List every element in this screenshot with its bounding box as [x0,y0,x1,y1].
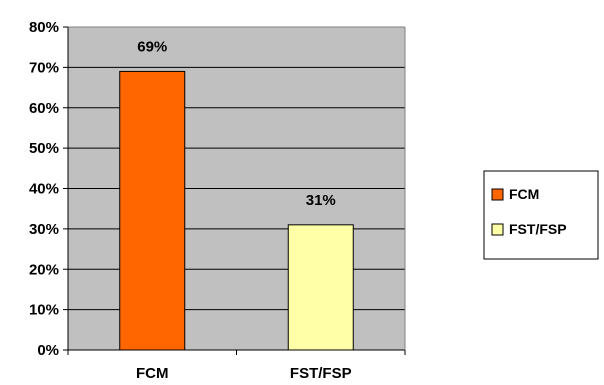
y-tick-label: 60% [29,100,59,117]
legend-label-fcm: FCM [509,186,539,202]
y-tick-label: 70% [29,59,59,76]
legend-swatch-fcm [491,188,504,201]
data-labels: 69% 31% [137,38,336,208]
y-tick-label: 30% [29,221,59,238]
y-tick-label: 50% [29,140,59,157]
legend-label-fst-fsp: FST/FSP [509,221,567,237]
bars [119,70,354,351]
legend-box [483,170,599,260]
y-tick-label: 20% [29,261,59,278]
y-tick-label: 0% [37,342,59,359]
y-tick-label: 10% [29,302,59,319]
legend: FCM FST/FSP [483,170,599,260]
y-axis-tick-labels: 0% 10% 20% 30% 40% 50% 60% 70% 80% [29,19,59,359]
y-tick-label: 40% [29,181,59,198]
x-category-label: FST/FSP [290,365,352,382]
x-axis-category-labels: FCM FST/FSP [136,365,352,382]
bar-fst-fsp [287,224,354,351]
y-tick-label: 80% [29,19,59,36]
data-label: 69% [137,38,167,55]
data-label: 31% [306,192,336,209]
bar-fcm [119,70,186,351]
x-category-label: FCM [136,365,169,382]
axes [63,26,406,355]
legend-swatch-fst-fsp [491,223,504,236]
